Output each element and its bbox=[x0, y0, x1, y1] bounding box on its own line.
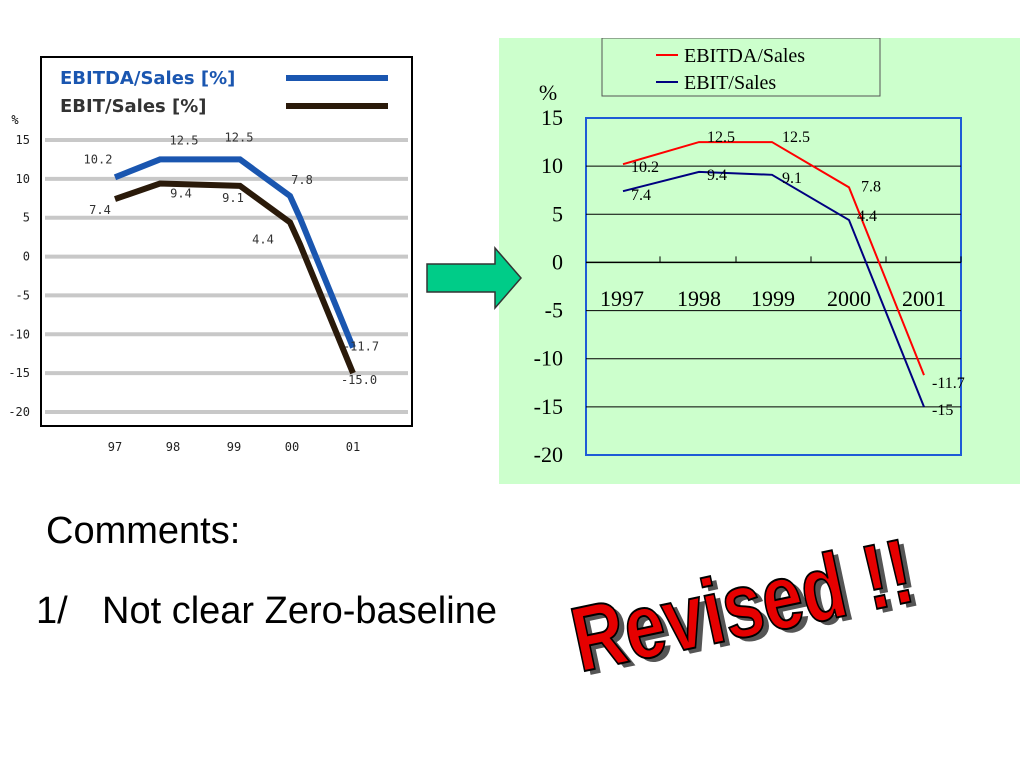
original-y-tick-label: 0 bbox=[23, 250, 30, 264]
revised-legend-box bbox=[601, 38, 881, 97]
revised-chart: EBITDA/Sales EBIT/Sales % 15 10 5 0 -5 -10 -15… bbox=[534, 38, 965, 467]
original-data-label: 12.5 bbox=[170, 133, 199, 147]
original-x-tick-label: 98 bbox=[166, 440, 180, 454]
revised-data-label: 4.4 bbox=[857, 208, 877, 225]
revised-data-label: 7.8 bbox=[861, 178, 881, 195]
original-series-ebitda-line bbox=[113, 156, 356, 349]
comments-title: Comments: bbox=[46, 510, 241, 552]
original-data-label: 12.5 bbox=[225, 130, 254, 144]
revised-data-label: 9.4 bbox=[707, 167, 727, 184]
revised-stamp: Revised !! Revised !! bbox=[562, 520, 928, 695]
revised-y-tick-label: 5 bbox=[552, 201, 563, 226]
revised-x-tick-label: 1998 bbox=[677, 286, 721, 311]
revised-y-tick-label: -15 bbox=[534, 394, 563, 419]
revised-y-tick-label: 10 bbox=[541, 153, 563, 178]
revised-data-label: -15 bbox=[932, 402, 953, 419]
original-series-ebit-line bbox=[114, 180, 356, 375]
revised-x-tick-label: 1997 bbox=[600, 286, 644, 311]
original-data-label: 7.8 bbox=[291, 173, 313, 187]
original-y-tick-label: -20 bbox=[8, 405, 30, 419]
revised-y-tick-label: -10 bbox=[534, 346, 563, 371]
comment-item: 1/Not clear Zero-baseline bbox=[36, 590, 497, 633]
comment-number: 1/ bbox=[36, 590, 68, 632]
revised-plot-area bbox=[585, 117, 962, 456]
original-y-tick-label: -10 bbox=[8, 327, 30, 341]
revised-y-axis-label: % bbox=[539, 80, 557, 105]
revised-x-tick-label: 2000 bbox=[827, 286, 871, 311]
original-x-tick-label: 97 bbox=[108, 440, 122, 454]
original-data-label: -15.0 bbox=[341, 373, 377, 387]
revised-legend-ebitda: EBITDA/Sales bbox=[684, 45, 805, 67]
revised-series-ebit-line bbox=[622, 170, 925, 408]
revised-data-label: 12.5 bbox=[707, 129, 735, 146]
original-y-tick-label: 5 bbox=[23, 211, 30, 225]
original-data-label: 9.4 bbox=[170, 187, 192, 201]
original-data-label: 4.4 bbox=[252, 232, 274, 246]
revised-x-tick-label: 2001 bbox=[902, 286, 946, 311]
revised-data-label: 9.1 bbox=[782, 170, 802, 187]
original-x-tick-label: 00 bbox=[285, 440, 299, 454]
original-data-label: -11.7 bbox=[343, 339, 379, 353]
comment-text: Not clear Zero-baseline bbox=[102, 590, 497, 632]
original-y-tick-label: -15 bbox=[8, 366, 30, 380]
revised-chart-panel: EBITDA/Sales EBIT/Sales % 15 10 5 0 -5 -10 -15… bbox=[499, 38, 1020, 484]
original-data-label: 10.2 bbox=[84, 152, 113, 166]
original-legend-ebit: EBIT/Sales [%] bbox=[60, 96, 207, 117]
original-x-tick-label: 01 bbox=[346, 440, 360, 454]
original-legend-ebitda: EBITDA/Sales [%] bbox=[60, 68, 235, 89]
original-y-tick-label: -5 bbox=[16, 288, 30, 302]
revised-y-tick-label: -5 bbox=[545, 298, 563, 323]
arrow-right-icon bbox=[426, 246, 522, 310]
revised-series-ebitda-line bbox=[622, 141, 925, 376]
original-y-tick-label: 15 bbox=[16, 133, 30, 147]
revised-data-label: -11.7 bbox=[932, 375, 965, 392]
original-y-axis-label: % bbox=[11, 113, 19, 127]
original-data-label: 9.1 bbox=[222, 191, 244, 205]
revised-y-tick-label: 15 bbox=[541, 105, 563, 130]
revised-x-tick-label: 1999 bbox=[751, 286, 795, 311]
revised-y-tick-label: 0 bbox=[552, 249, 563, 274]
original-x-tick-label: 99 bbox=[227, 440, 241, 454]
original-chart: 15 10 5 0 -5 -10 -15 -20 97 98 99 00 01 % EBITDA/Sa… bbox=[8, 56, 413, 454]
revised-legend-ebit: EBIT/Sales bbox=[684, 72, 776, 94]
revised-data-label: 7.4 bbox=[631, 187, 651, 204]
original-data-label: 7.4 bbox=[89, 203, 111, 217]
revised-stamp-text: Revised !! bbox=[563, 520, 922, 692]
original-y-tick-label: 10 bbox=[16, 172, 30, 186]
revised-y-tick-label: -20 bbox=[534, 442, 563, 467]
revised-data-label: 10.2 bbox=[631, 159, 659, 176]
revised-data-label: 12.5 bbox=[782, 129, 810, 146]
